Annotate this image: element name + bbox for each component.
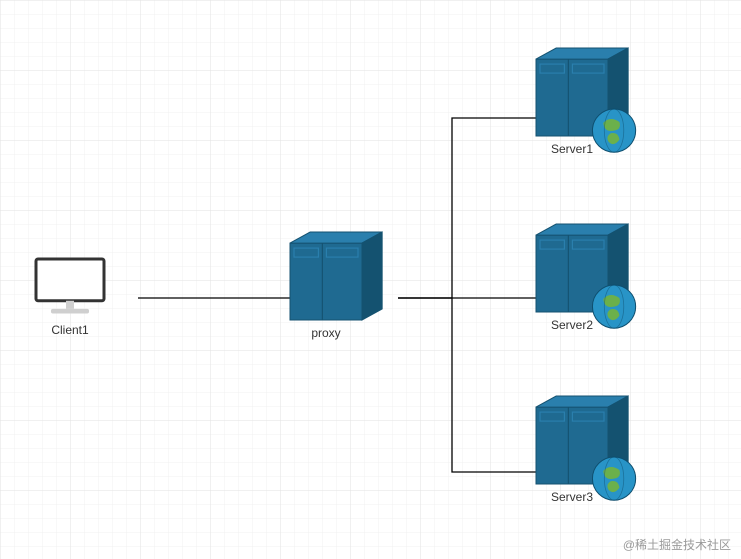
diagram-canvas bbox=[0, 0, 741, 559]
node-label-server1: Server1 bbox=[551, 142, 593, 156]
node-label-client1: Client1 bbox=[51, 323, 88, 337]
server-icon bbox=[290, 232, 382, 320]
node-label-server3: Server3 bbox=[551, 490, 593, 504]
node-label-server2: Server2 bbox=[551, 318, 593, 332]
node-label-proxy: proxy bbox=[311, 326, 340, 340]
watermark: @稀土掘金技术社区 bbox=[623, 536, 731, 553]
